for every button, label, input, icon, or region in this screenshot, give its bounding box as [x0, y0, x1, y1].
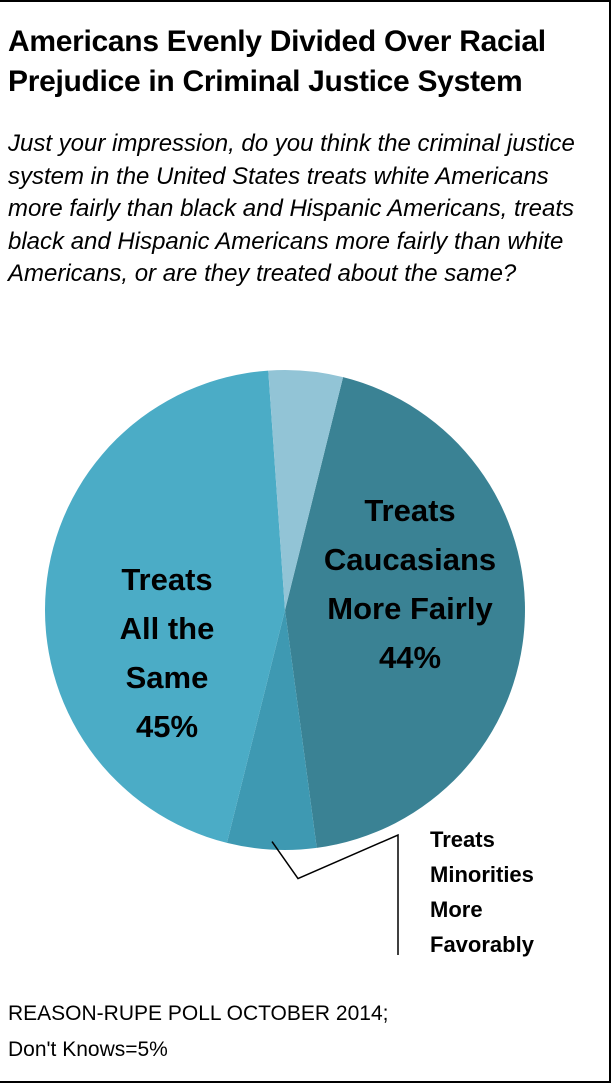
pie-slice-treats-all-the-same: [44, 370, 285, 843]
pie-slice-treats-minorities-more-favorably: [226, 610, 317, 850]
pie-slice-treats-caucasians-more-fairly: [285, 377, 525, 848]
source-line-2: Don't Knows=5%: [8, 1038, 168, 1061]
source-line-1: REASON-RUPE POLL OCTOBER 2014;: [8, 1002, 389, 1025]
slice-label-treats-all-the-same: Treats All the Same 45%: [120, 562, 215, 744]
chart-subtitle: Just your impression, do you think the c…: [8, 130, 575, 287]
pie-slice-don-t-knows: [268, 369, 344, 610]
source-note: REASON-RUPE POLL OCTOBER 2014; Don't Kno…: [8, 996, 604, 1068]
slice-label-treats-minorities-more-favorably: Treats Minorities More Favorably: [430, 827, 535, 957]
leader-line-minorities: [271, 833, 399, 955]
chart-title: Americans Evenly Divided Over Racial Pre…: [8, 25, 546, 98]
slice-value-treats-caucasians-more-fairly: 44%: [379, 640, 441, 675]
slice-label-treats-caucasians-more-fairly: Treats Caucasians More Fairly 44%: [324, 493, 496, 675]
slice-value-treats-all-the-same: 45%: [136, 709, 198, 744]
